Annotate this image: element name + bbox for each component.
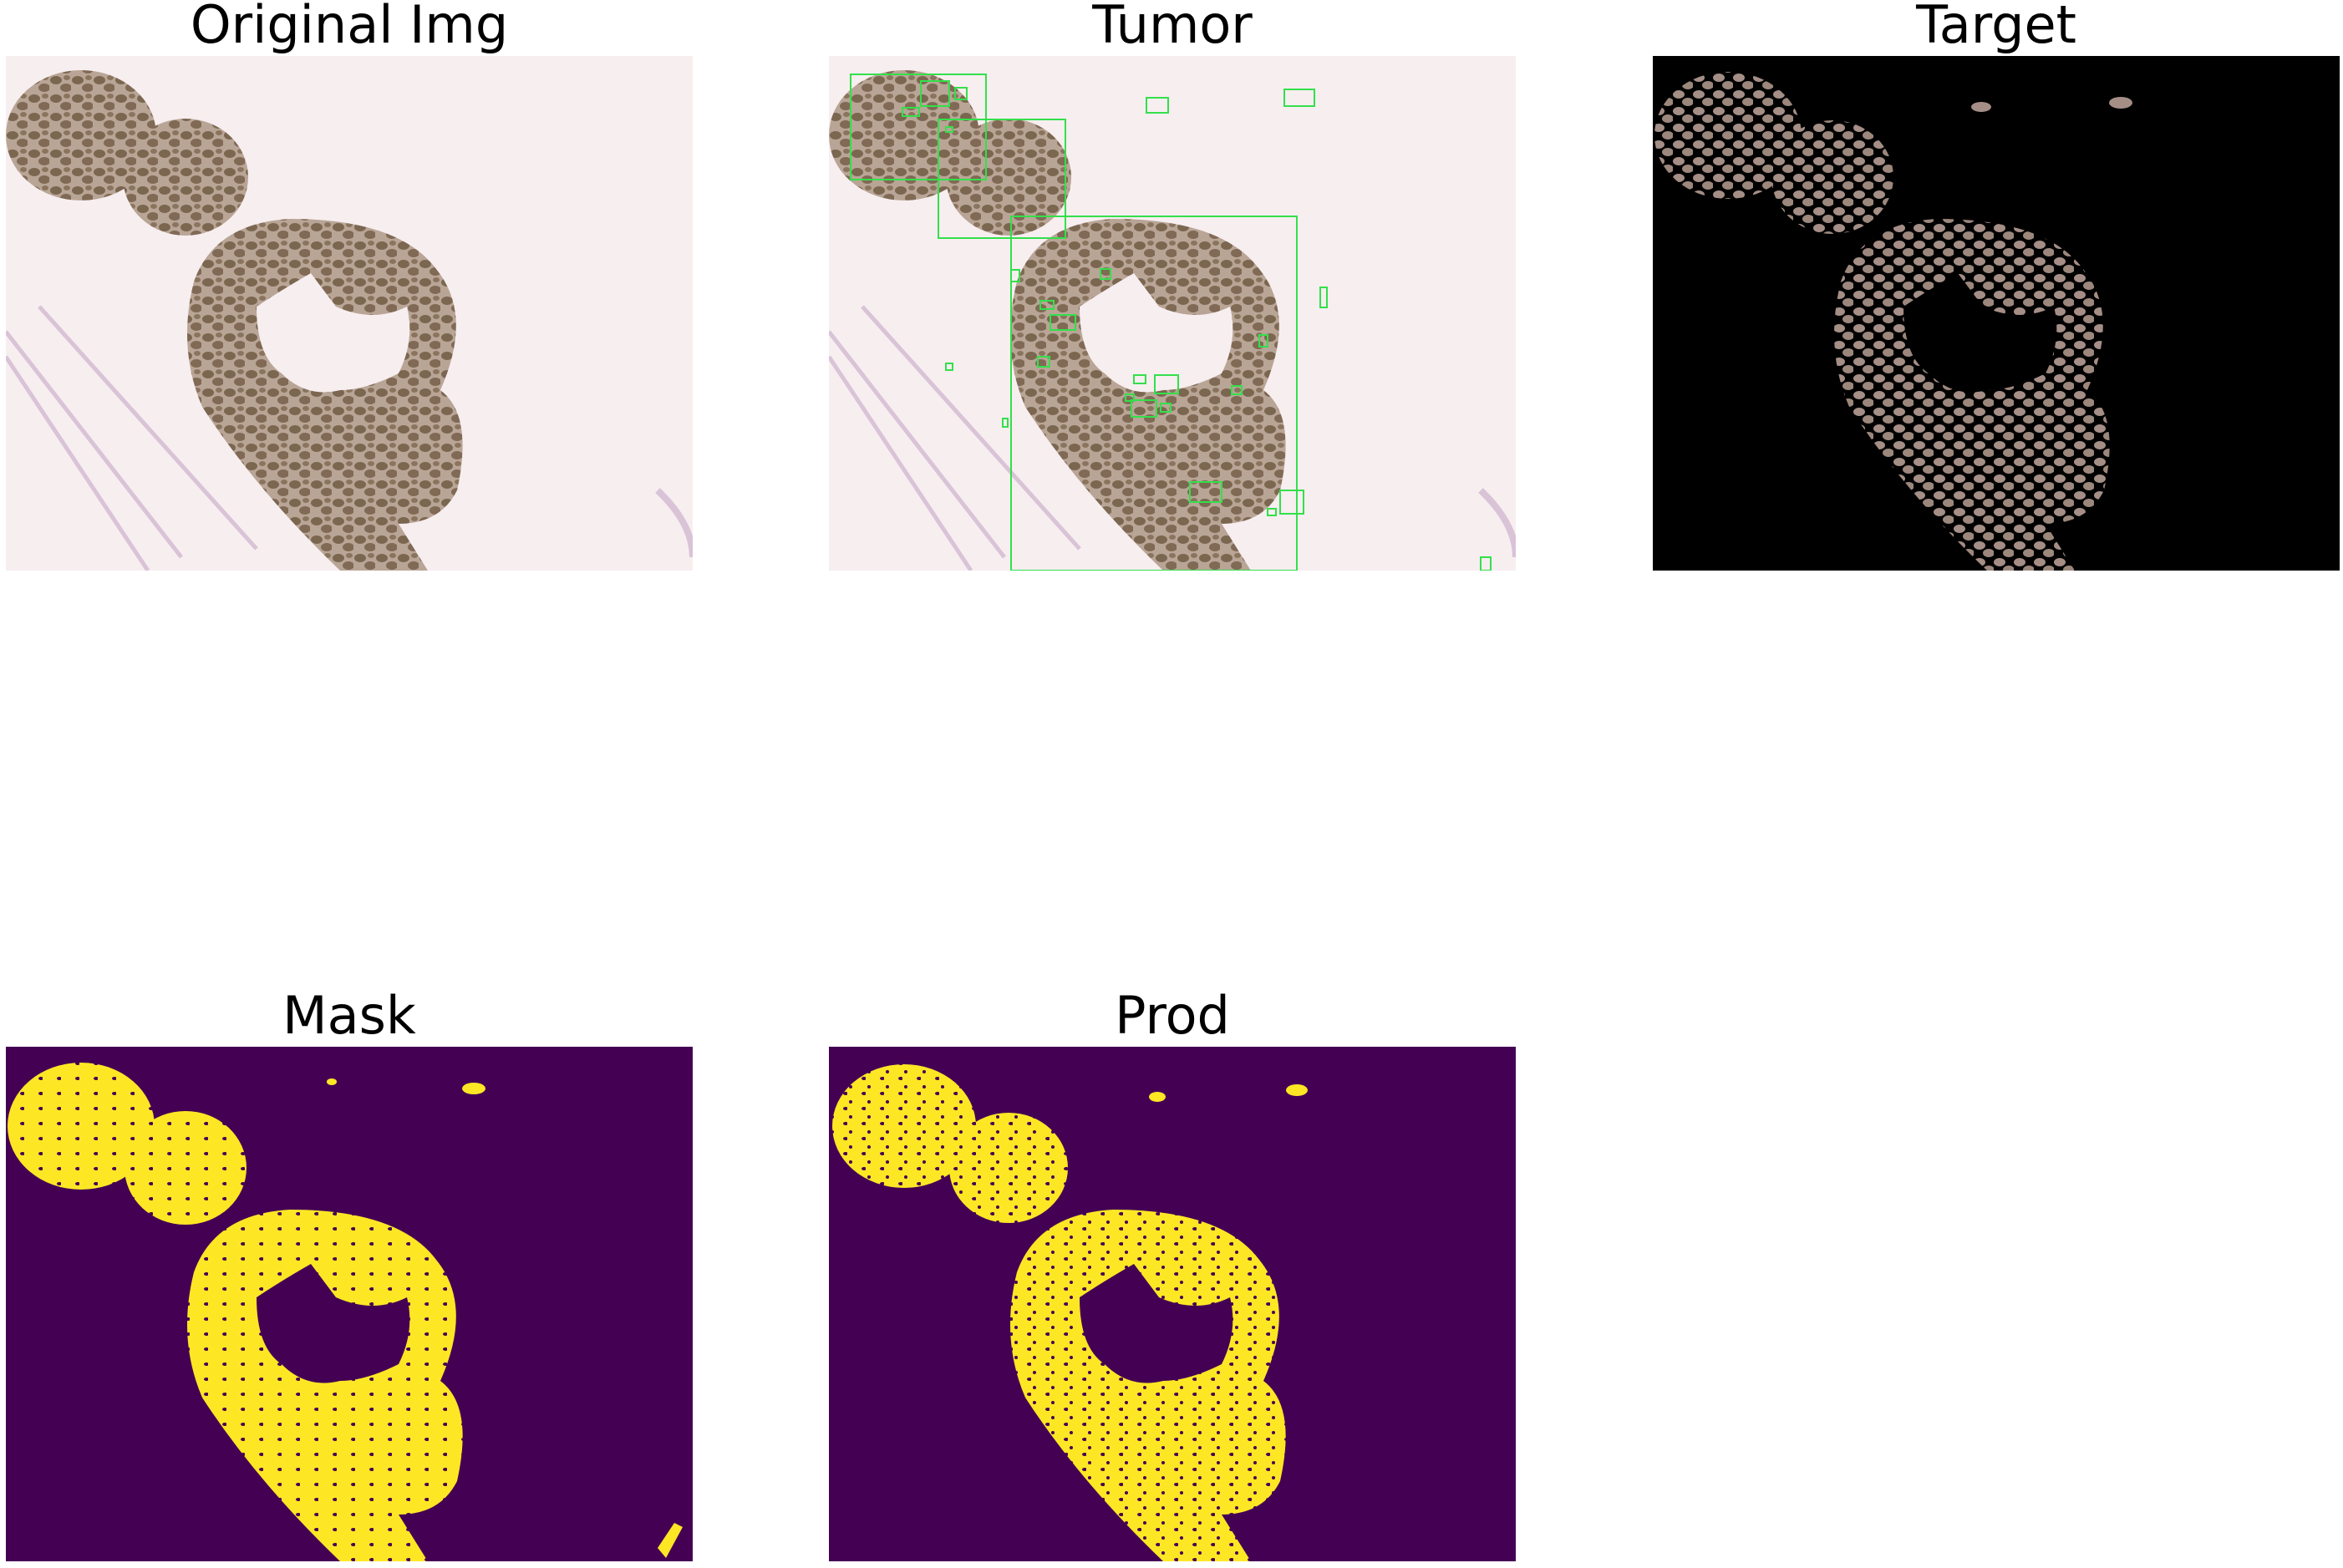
panel-prod: Prod (829, 990, 1516, 1561)
detection-boxes (850, 74, 1492, 571)
panel-title-tumor: Tumor (1092, 0, 1253, 55)
tumor-image (829, 56, 1516, 571)
panel-original: Original Img (6, 0, 693, 571)
panel-mask: Mask (6, 990, 693, 1561)
cluster-main (187, 219, 463, 571)
panel-title-target: Target (1916, 0, 2076, 55)
cluster-left (6, 70, 156, 200)
lumen (257, 273, 410, 393)
cluster-middle (123, 119, 248, 236)
panel-title-original: Original Img (190, 0, 509, 55)
panel-tumor: Tumor (829, 0, 1516, 571)
panel-title-prod: Prod (1115, 985, 1230, 1046)
panel-target: Target (1653, 0, 2340, 571)
prod-image (829, 1047, 1516, 1561)
original-image (6, 56, 693, 571)
panel-title-mask: Mask (282, 985, 416, 1046)
target-image (1653, 56, 2340, 571)
mask-image (6, 1047, 693, 1561)
